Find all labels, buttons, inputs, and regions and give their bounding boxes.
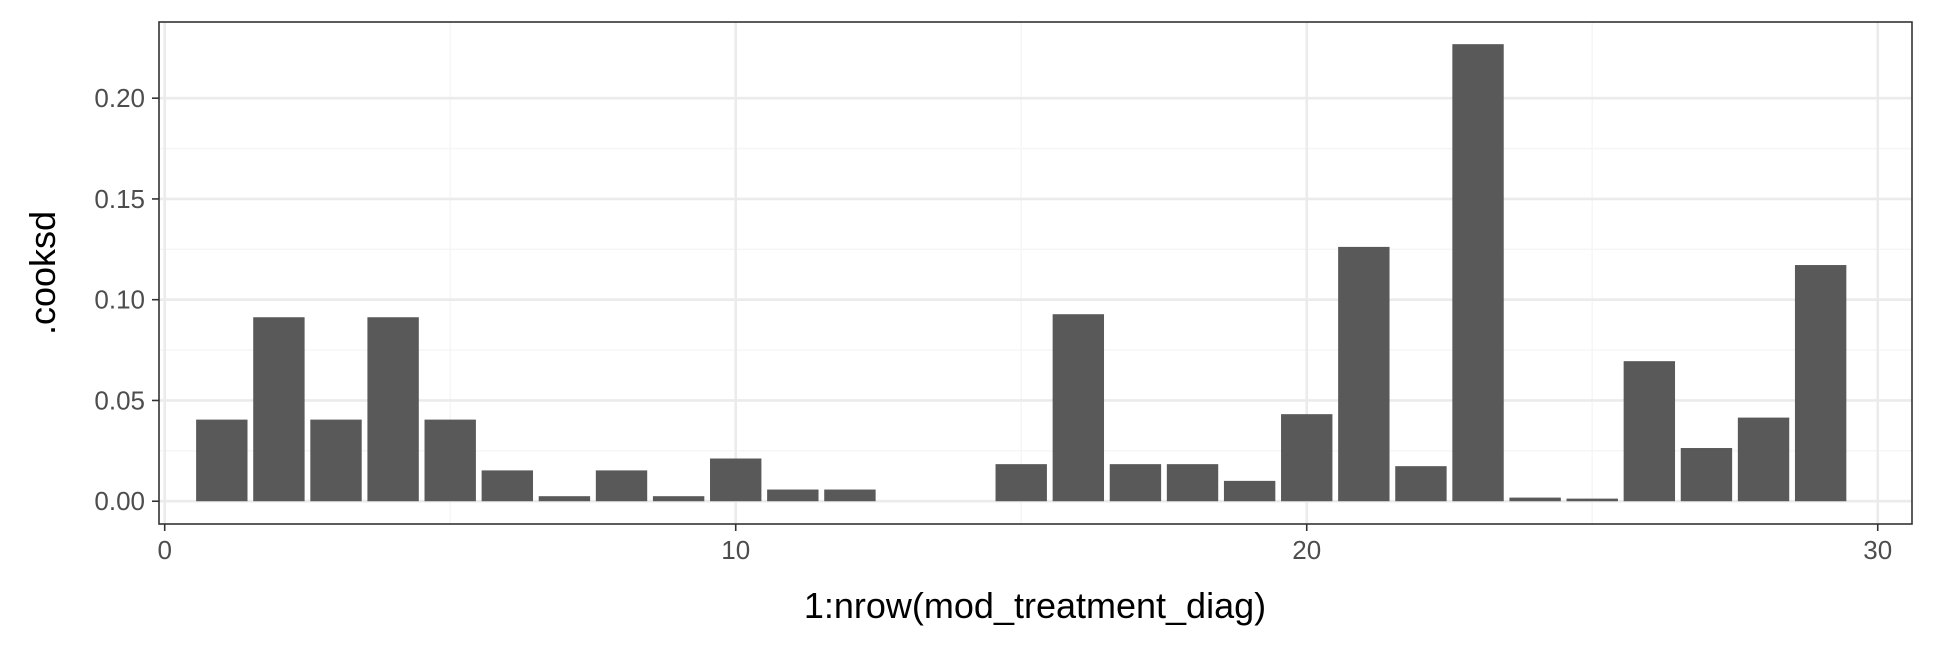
major-gridlines <box>159 22 1912 524</box>
bar <box>538 496 591 502</box>
bar <box>1680 448 1733 502</box>
bar <box>253 317 305 502</box>
y-axis: 0.00 0.05 0.10 0.15 0.20 <box>94 83 159 516</box>
x-tick-label: 10 <box>721 535 750 565</box>
bar <box>767 489 819 502</box>
bar <box>710 458 762 502</box>
bar <box>310 419 362 502</box>
bar <box>1166 464 1219 502</box>
plot-panel-border <box>158 21 1913 525</box>
x-tick-label: 20 <box>1292 535 1321 565</box>
bar <box>1281 414 1333 502</box>
bar <box>481 470 534 502</box>
y-axis-title: .cooksd <box>22 211 63 335</box>
y-tick-label: 0.10 <box>94 285 145 315</box>
y-tick-label: 0.15 <box>94 184 145 214</box>
bar <box>1452 44 1504 502</box>
bar <box>367 317 419 502</box>
bar <box>1395 466 1447 502</box>
bar <box>1509 497 1561 502</box>
x-tick-label: 0 <box>157 535 171 565</box>
bar <box>824 489 876 502</box>
bar <box>1052 314 1105 502</box>
x-axis: 0 10 20 30 <box>157 524 1892 565</box>
bar <box>1223 480 1276 502</box>
bar <box>196 419 248 502</box>
bar <box>1737 417 1790 502</box>
bar <box>424 419 476 502</box>
bar <box>1338 246 1390 502</box>
y-tick-label: 0.00 <box>94 486 145 516</box>
bar <box>1566 498 1618 502</box>
y-tick-label: 0.20 <box>94 83 145 113</box>
x-tick-label: 30 <box>1863 535 1892 565</box>
bar <box>1794 265 1847 502</box>
bar <box>595 470 648 502</box>
bar <box>652 496 705 502</box>
y-tick-label: 0.05 <box>94 385 145 415</box>
bar <box>995 464 1047 502</box>
bar <box>1109 464 1162 502</box>
bars <box>196 44 1847 502</box>
x-axis-title: 1:nrow(mod_treatment_diag) <box>804 585 1266 626</box>
bar <box>1623 361 1676 502</box>
